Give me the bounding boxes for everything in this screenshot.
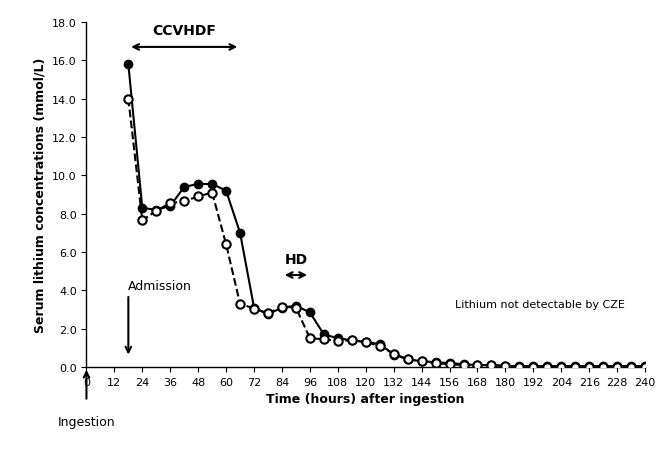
Text: CCVHDF: CCVHDF — [152, 24, 216, 38]
Text: HD: HD — [285, 253, 307, 267]
X-axis label: Time (hours) after ingestion: Time (hours) after ingestion — [267, 392, 465, 405]
Text: Admission: Admission — [128, 280, 192, 293]
Text: Lithium not detectable by CZE: Lithium not detectable by CZE — [456, 299, 625, 309]
Y-axis label: Serum lithium concentrations (mmol/L): Serum lithium concentrations (mmol/L) — [33, 58, 47, 332]
Text: Ingestion: Ingestion — [58, 415, 115, 428]
